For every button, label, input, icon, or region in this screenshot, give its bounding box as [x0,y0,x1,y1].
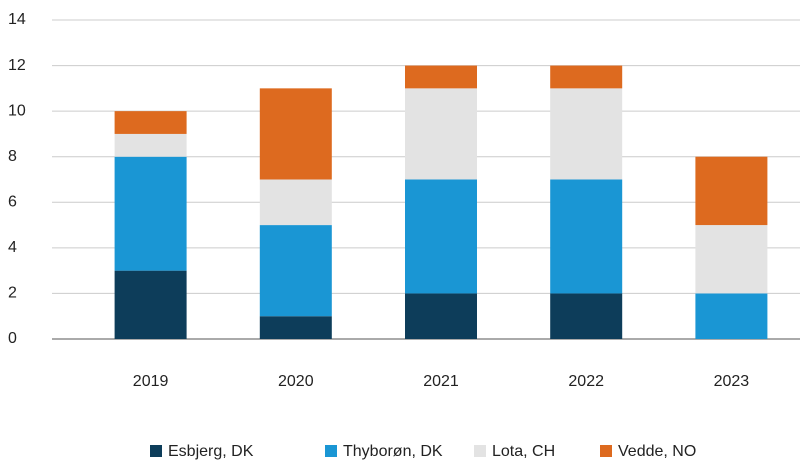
y-tick-label: 10 [8,102,26,119]
bar-segment [695,225,768,294]
x-tick-label: 2021 [423,373,459,390]
bar-segment [114,270,187,339]
y-tick-label: 4 [8,239,17,256]
legend-swatch [325,445,337,457]
y-tick-label: 14 [8,11,26,28]
legend-label: Lota, CH [492,443,555,460]
legend-swatch [474,445,486,457]
bar-segment [550,88,623,180]
bar-segment [695,156,768,226]
y-tick-label: 12 [8,57,26,74]
x-tick-label: 2022 [568,373,604,390]
y-tick-label: 2 [8,285,17,302]
legend-swatch [150,445,162,457]
bar-segment [695,293,768,339]
bar-segment [550,179,623,294]
y-tick-label: 8 [8,148,17,165]
bar-segment [114,133,187,157]
legend-label: Esbjerg, DK [168,443,254,460]
legend-label: Thyborøn, DK [343,443,443,460]
legend-label: Vedde, NO [618,443,696,460]
bar-segment [405,179,477,294]
y-tick-label: 6 [8,194,17,211]
bar-segment [114,156,187,271]
bar-segment [550,65,623,89]
bar-segment [259,225,332,317]
x-tick-label: 2019 [133,373,169,390]
bar-segment [405,293,477,339]
x-tick-label: 2023 [714,373,750,390]
x-tick-label: 2020 [278,373,314,390]
bar-segment [114,111,187,134]
bar-segment [405,65,477,89]
bar-segment [259,88,332,180]
bar-segment [259,179,332,226]
bar-segment [259,316,332,339]
bar-segment [550,293,623,339]
bar-segment [405,88,477,180]
y-tick-label: 0 [8,330,17,347]
legend-swatch [600,445,612,457]
